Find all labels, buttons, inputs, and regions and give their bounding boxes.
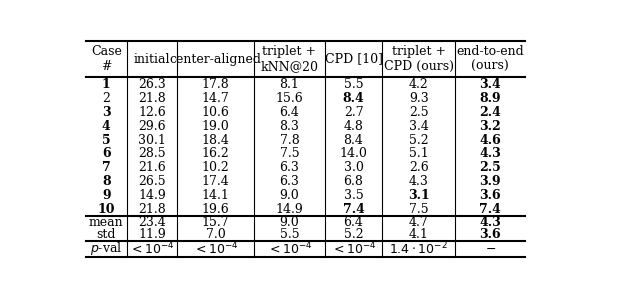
Text: 4.3: 4.3: [409, 175, 429, 188]
Text: 4.3: 4.3: [479, 148, 501, 160]
Text: 7.4: 7.4: [342, 203, 365, 216]
Text: 14.7: 14.7: [202, 92, 230, 105]
Text: triplet +
CPD (ours): triplet + CPD (ours): [384, 45, 454, 73]
Text: 8.4: 8.4: [344, 134, 364, 146]
Text: 7.5: 7.5: [409, 203, 429, 216]
Text: 15.6: 15.6: [276, 92, 303, 105]
Text: 7.5: 7.5: [280, 148, 300, 160]
Text: 8.1: 8.1: [280, 78, 300, 91]
Text: 11.9: 11.9: [138, 228, 166, 242]
Text: 28.5: 28.5: [138, 148, 166, 160]
Text: 5.5: 5.5: [280, 228, 300, 242]
Text: 6.8: 6.8: [344, 175, 364, 188]
Text: $< 10^{-4}$: $< 10^{-4}$: [193, 241, 239, 257]
Text: center-aligned: center-aligned: [170, 52, 262, 65]
Text: end-to-end
(ours): end-to-end (ours): [456, 45, 524, 73]
Text: 4.8: 4.8: [344, 120, 364, 133]
Text: 29.6: 29.6: [138, 120, 166, 133]
Text: std: std: [97, 228, 116, 242]
Text: 14.1: 14.1: [202, 189, 230, 202]
Text: $< 10^{-4}$: $< 10^{-4}$: [267, 241, 312, 257]
Text: 9.0: 9.0: [280, 189, 300, 202]
Text: 3.1: 3.1: [408, 189, 429, 202]
Text: 14.0: 14.0: [340, 148, 367, 160]
Text: 2.4: 2.4: [479, 106, 501, 119]
Text: 6.3: 6.3: [280, 161, 300, 174]
Text: 30.1: 30.1: [138, 134, 166, 146]
Text: 3.4: 3.4: [479, 78, 501, 91]
Text: 3.5: 3.5: [344, 189, 364, 202]
Text: 14.9: 14.9: [276, 203, 303, 216]
Text: 2: 2: [102, 92, 110, 105]
Text: $-$: $-$: [484, 242, 496, 255]
Text: 4.1: 4.1: [409, 228, 429, 242]
Text: initial: initial: [134, 52, 170, 65]
Text: 3: 3: [102, 106, 111, 119]
Text: 3.9: 3.9: [479, 175, 501, 188]
Text: 14.9: 14.9: [138, 189, 166, 202]
Text: 2.5: 2.5: [409, 106, 429, 119]
Text: 6.4: 6.4: [280, 106, 300, 119]
Text: 10.2: 10.2: [202, 161, 230, 174]
Text: 17.8: 17.8: [202, 78, 230, 91]
Text: 5.2: 5.2: [409, 134, 429, 146]
Text: 5: 5: [102, 134, 111, 146]
Text: 2.6: 2.6: [409, 161, 429, 174]
Text: 3.6: 3.6: [479, 189, 501, 202]
Text: CPD [10]: CPD [10]: [324, 52, 383, 65]
Text: 3.0: 3.0: [344, 161, 364, 174]
Text: 9: 9: [102, 189, 111, 202]
Text: 8: 8: [102, 175, 111, 188]
Text: 21.8: 21.8: [138, 203, 166, 216]
Text: 21.8: 21.8: [138, 92, 166, 105]
Text: 10: 10: [97, 203, 115, 216]
Text: 10.6: 10.6: [202, 106, 230, 119]
Text: Case
#: Case #: [91, 45, 122, 73]
Text: 7.8: 7.8: [280, 134, 300, 146]
Text: 7.4: 7.4: [479, 203, 501, 216]
Text: 19.0: 19.0: [202, 120, 230, 133]
Text: 26.3: 26.3: [138, 78, 166, 91]
Text: 26.5: 26.5: [138, 175, 166, 188]
Text: 5.1: 5.1: [409, 148, 429, 160]
Text: 7: 7: [102, 161, 111, 174]
Text: 12.6: 12.6: [138, 106, 166, 119]
Text: 3.4: 3.4: [409, 120, 429, 133]
Text: 4.7: 4.7: [409, 216, 429, 229]
Text: $p$-val: $p$-val: [90, 240, 122, 258]
Text: 6: 6: [102, 148, 111, 160]
Text: 9.0: 9.0: [280, 216, 300, 229]
Text: 19.6: 19.6: [202, 203, 230, 216]
Text: 3.2: 3.2: [479, 120, 501, 133]
Text: 8.4: 8.4: [342, 92, 364, 105]
Text: mean: mean: [89, 216, 124, 229]
Text: 4.3: 4.3: [479, 216, 501, 229]
Text: 3.6: 3.6: [479, 228, 501, 242]
Text: 6.4: 6.4: [344, 216, 364, 229]
Text: 17.4: 17.4: [202, 175, 230, 188]
Text: 7.0: 7.0: [206, 228, 225, 242]
Text: 23.4: 23.4: [138, 216, 166, 229]
Text: 2.7: 2.7: [344, 106, 364, 119]
Text: 4.6: 4.6: [479, 134, 501, 146]
Text: 6.3: 6.3: [280, 175, 300, 188]
Text: 2.5: 2.5: [479, 161, 501, 174]
Text: $1.4 \cdot 10^{-2}$: $1.4 \cdot 10^{-2}$: [389, 241, 448, 257]
Text: $< 10^{-4}$: $< 10^{-4}$: [331, 241, 376, 257]
Text: 5.5: 5.5: [344, 78, 364, 91]
Text: 21.6: 21.6: [138, 161, 166, 174]
Text: 1: 1: [102, 78, 111, 91]
Text: 4: 4: [102, 120, 111, 133]
Text: triplet +
kNN@20: triplet + kNN@20: [260, 45, 319, 73]
Text: 18.4: 18.4: [202, 134, 230, 146]
Text: $< 10^{-4}$: $< 10^{-4}$: [129, 241, 175, 257]
Text: 5.2: 5.2: [344, 228, 364, 242]
Text: 8.9: 8.9: [479, 92, 501, 105]
Text: 16.2: 16.2: [202, 148, 230, 160]
Text: 4.2: 4.2: [409, 78, 429, 91]
Text: 15.7: 15.7: [202, 216, 230, 229]
Text: 9.3: 9.3: [409, 92, 429, 105]
Text: 8.3: 8.3: [280, 120, 300, 133]
